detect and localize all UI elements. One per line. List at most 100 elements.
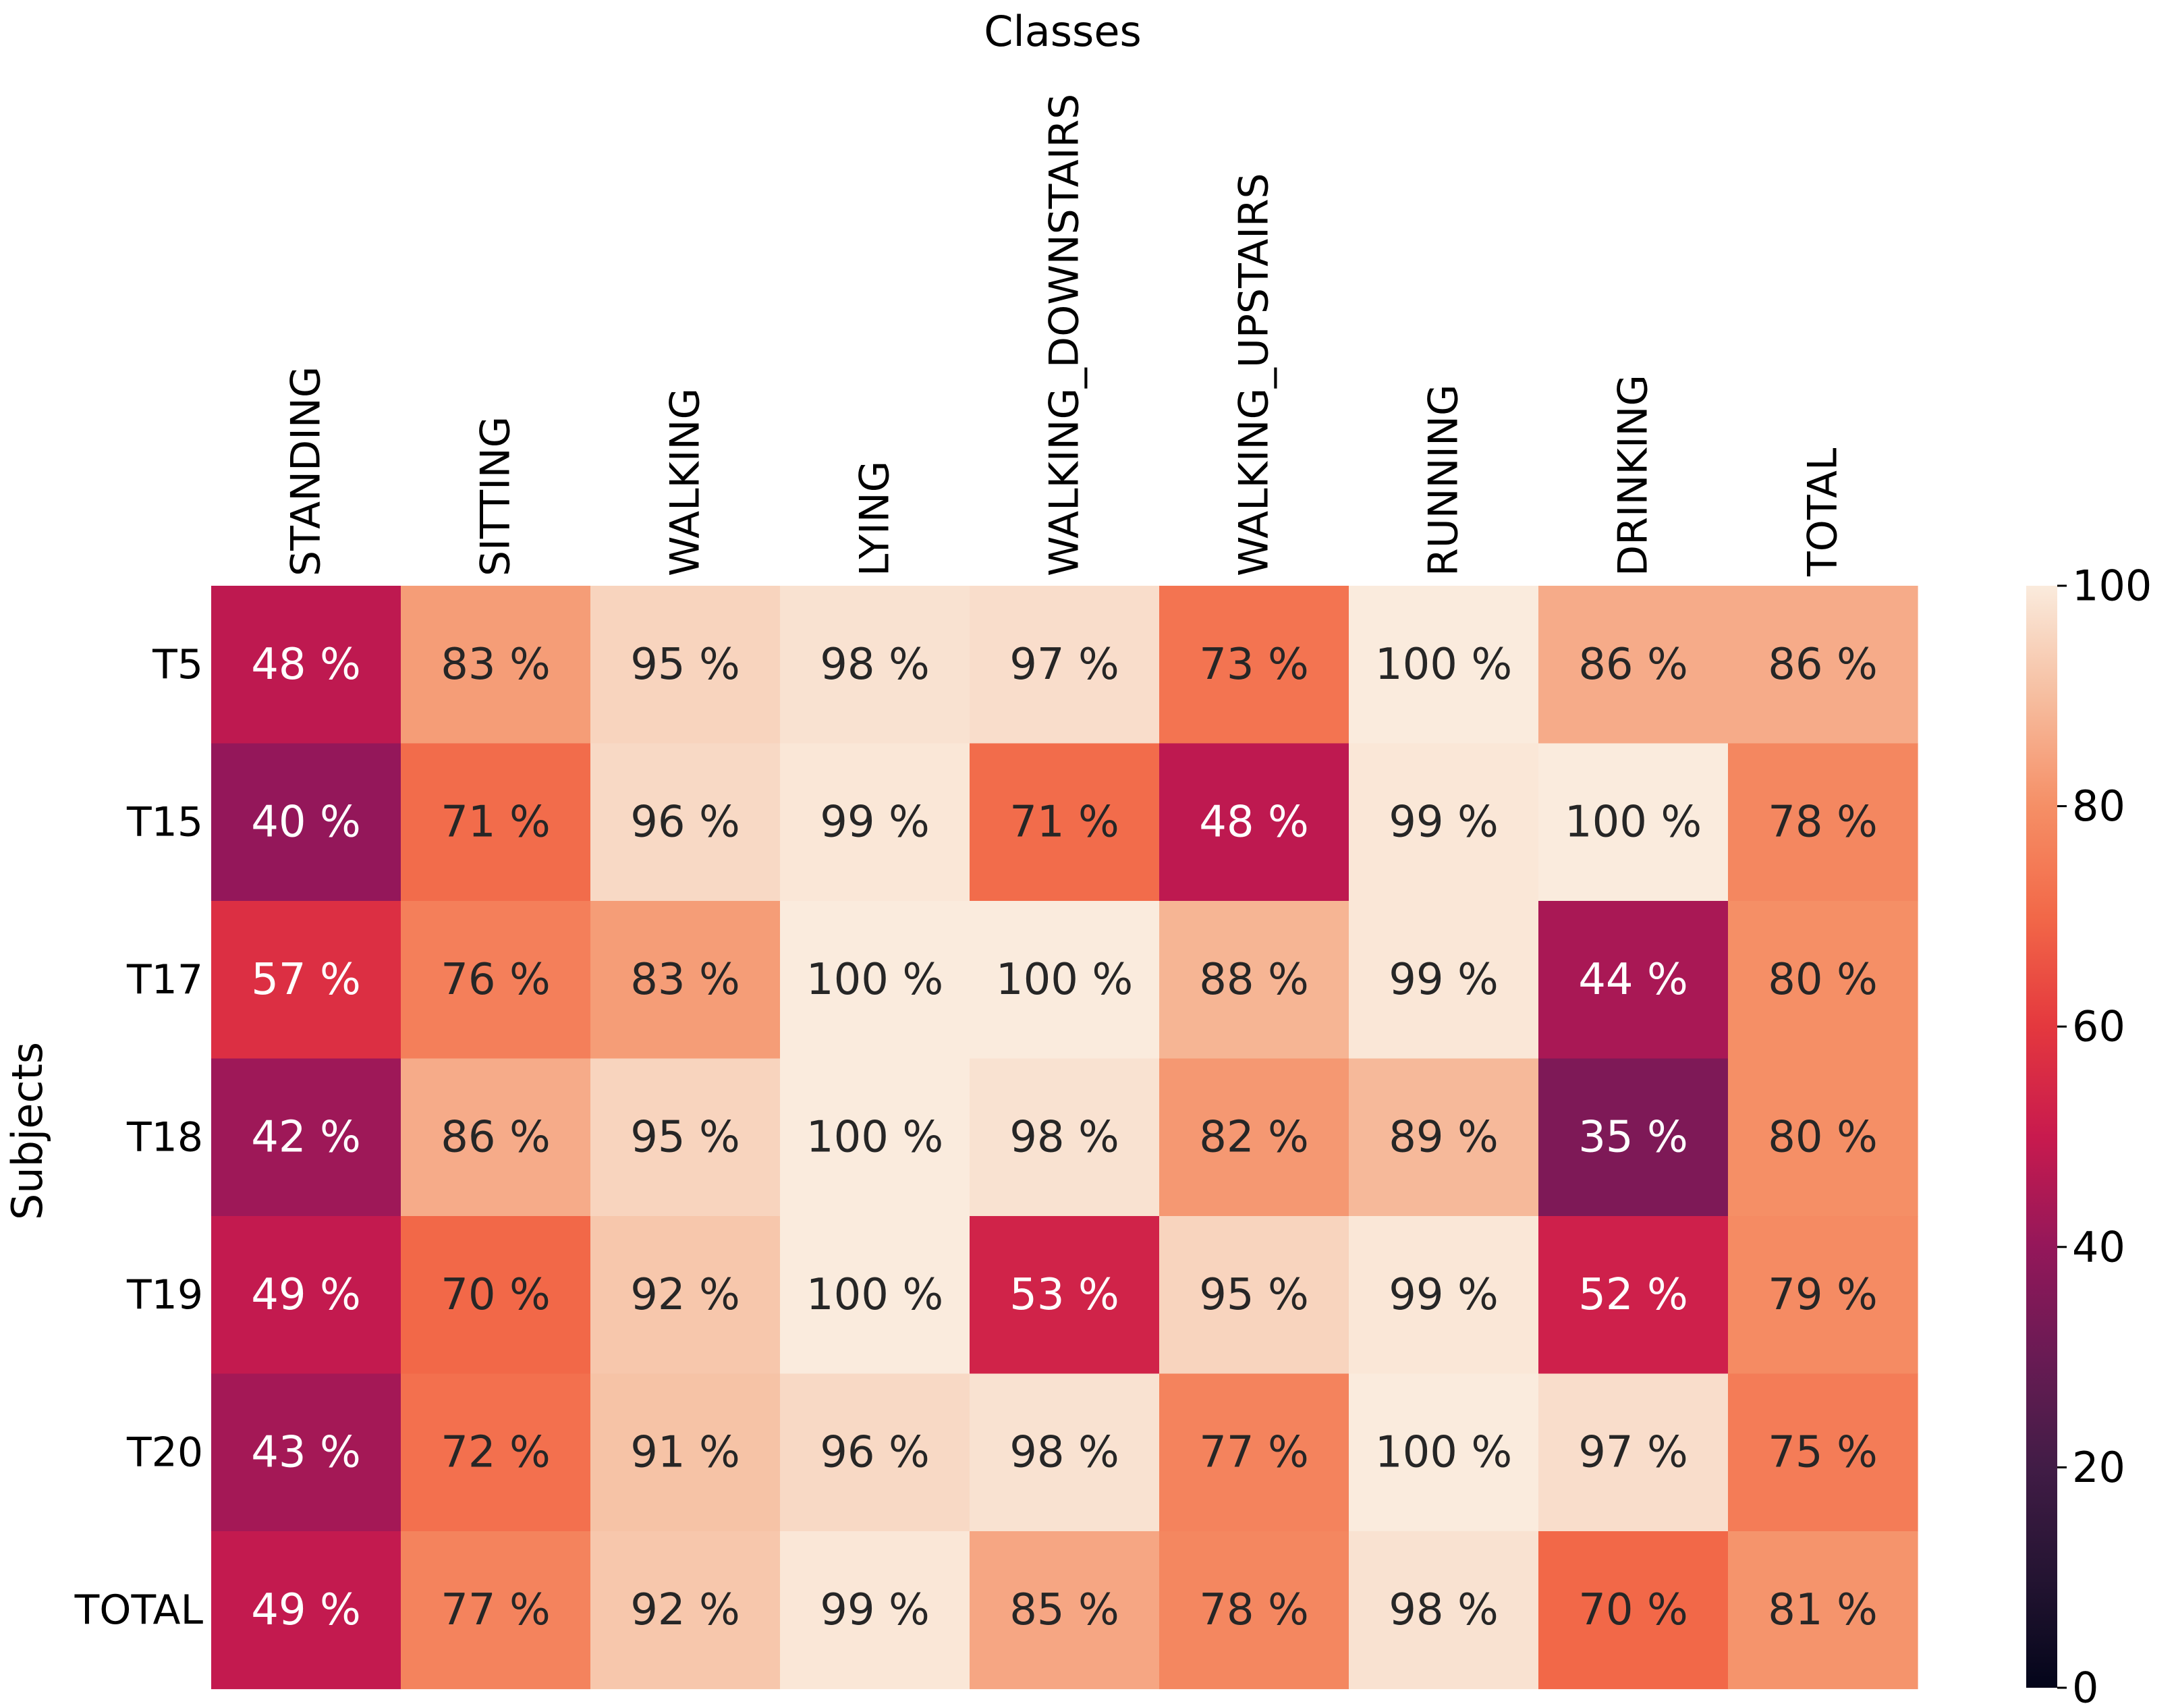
y-tick-label: T19 xyxy=(126,1271,203,1319)
x-tick-label: WALKING_DOWNSTAIRS xyxy=(1041,94,1088,576)
heatmap-cell-label: 83 % xyxy=(441,640,551,690)
heatmap-cell-label: 78 % xyxy=(1768,797,1878,847)
heatmap-cell-label: 49 % xyxy=(251,1270,361,1320)
heatmap-cell-label: 71 % xyxy=(441,797,551,847)
heatmap-cell xyxy=(780,1373,970,1532)
colorbar-ticks: 0 20 40 60 80 100 xyxy=(2057,561,2152,1708)
heatmap-cell xyxy=(970,1216,1160,1375)
heatmap-cell-label: 75 % xyxy=(1768,1427,1878,1477)
heatmap-cell-label: 85 % xyxy=(1009,1585,1119,1635)
heatmap-cell-label: 98 % xyxy=(1389,1585,1499,1635)
y-tick-label: T18 xyxy=(126,1113,203,1161)
heatmap-cell-label: 77 % xyxy=(1199,1427,1309,1477)
heatmap-cell-label: 77 % xyxy=(441,1585,551,1635)
heatmap-cell-label: 78 % xyxy=(1199,1585,1309,1635)
heatmap-cell-label: 99 % xyxy=(1389,955,1499,1005)
heatmap-cell xyxy=(590,586,781,744)
heatmap-cell-label: 91 % xyxy=(630,1427,740,1477)
heatmap-cell xyxy=(211,1373,401,1532)
x-axis-title: Classes xyxy=(984,7,1142,56)
heatmap-cell-label: 92 % xyxy=(630,1270,740,1320)
heatmap-cell xyxy=(590,901,781,1059)
heatmap-cell xyxy=(401,743,591,902)
heatmap-cell-label: 71 % xyxy=(1009,797,1119,847)
heatmap-cell xyxy=(1728,1216,1918,1375)
heatmap-cell-label: 99 % xyxy=(820,797,930,847)
heatmap-cell-label: 86 % xyxy=(1768,640,1878,690)
heatmap-cell xyxy=(1349,1373,1539,1532)
heatmap-cell-label: 99 % xyxy=(1389,797,1499,847)
y-axis-tick-labels: T5 T15 T17 T18 T19 T20 TOTAL xyxy=(74,641,204,1634)
heatmap-cells xyxy=(211,586,1918,1690)
heatmap-cell-label: 80 % xyxy=(1768,1112,1878,1162)
x-tick-label: RUNNING xyxy=(1420,385,1468,576)
heatmap-cell xyxy=(590,743,781,902)
colorbar-tick-label: 20 xyxy=(2072,1443,2125,1492)
x-tick-label: WALKING_UPSTAIRS xyxy=(1231,173,1278,576)
heatmap-cell-label: 57 % xyxy=(251,955,361,1005)
heatmap-cell xyxy=(1538,743,1729,902)
heatmap-cell xyxy=(1538,1058,1729,1217)
heatmap-cell xyxy=(1349,743,1539,902)
heatmap-cell xyxy=(1159,586,1349,744)
x-tick-label: SITTING xyxy=(472,416,520,576)
heatmap-cell-label: 70 % xyxy=(441,1270,551,1320)
heatmap-cell-label: 98 % xyxy=(820,640,930,690)
heatmap-cell xyxy=(1349,586,1539,744)
heatmap-cell xyxy=(1159,1216,1349,1375)
heatmap-cell xyxy=(1159,901,1349,1059)
heatmap-cell-label: 95 % xyxy=(630,640,740,690)
x-tick-label: DRINKING xyxy=(1610,375,1657,576)
heatmap-cell xyxy=(401,1216,591,1375)
heatmap-cell-label: 80 % xyxy=(1768,955,1878,1005)
heatmap-cell-label: 86 % xyxy=(1578,640,1688,690)
heatmap-cell xyxy=(1728,901,1918,1059)
heatmap-cell-label: 76 % xyxy=(441,955,551,1005)
heatmap-cell-label: 43 % xyxy=(251,1427,361,1477)
heatmap-cell xyxy=(1538,1531,1729,1690)
heatmap-cell xyxy=(970,901,1160,1059)
heatmap-cell xyxy=(970,586,1160,744)
y-tick-label: T5 xyxy=(152,641,203,688)
heatmap-cell-label: 52 % xyxy=(1578,1270,1688,1320)
heatmap-cell-label: 79 % xyxy=(1768,1270,1878,1320)
heatmap-cell xyxy=(1349,1216,1539,1375)
heatmap-cell xyxy=(970,1058,1160,1217)
heatmap-cell xyxy=(590,1058,781,1217)
x-tick-label: LYING xyxy=(852,461,899,576)
x-tick-label: STANDING xyxy=(283,366,330,576)
heatmap-cell xyxy=(780,1531,970,1690)
heatmap-cell xyxy=(1538,1373,1729,1532)
heatmap-cell xyxy=(1728,743,1918,902)
heatmap-cell xyxy=(970,743,1160,902)
y-tick-label: T20 xyxy=(126,1429,203,1476)
colorbar-tick-label: 40 xyxy=(2072,1222,2125,1271)
heatmap-cell xyxy=(780,1216,970,1375)
heatmap-cell-label: 96 % xyxy=(820,1427,930,1477)
heatmap-cell-labels: 48 % 83 % 95 % 98 % 97 % 73 % 100 % 86 % 86 % 40 … xyxy=(251,640,1878,1635)
heatmap-cell-label: 70 % xyxy=(1578,1585,1688,1635)
colorbar-tick-label: 100 xyxy=(2072,561,2152,611)
heatmap-cell xyxy=(590,1531,781,1690)
heatmap-cell xyxy=(401,1058,591,1217)
heatmap-cell-label: 97 % xyxy=(1009,640,1119,690)
heatmap-cell-label: 72 % xyxy=(441,1427,551,1477)
heatmap-cell-label: 48 % xyxy=(1199,797,1309,847)
colorbar-tick-label: 80 xyxy=(2072,781,2125,831)
heatmap-cell xyxy=(780,586,970,744)
heatmap-cell xyxy=(780,901,970,1059)
heatmap-cell xyxy=(1728,1531,1918,1690)
heatmap-cell xyxy=(970,1373,1160,1532)
heatmap-cell xyxy=(1159,1373,1349,1532)
y-tick-label: T15 xyxy=(126,798,203,846)
heatmap-cell xyxy=(211,586,401,744)
heatmap-cell-label: 100 % xyxy=(806,1270,943,1320)
heatmap-cell xyxy=(970,1531,1160,1690)
y-axis-title: Subjects xyxy=(3,1042,52,1220)
heatmap-cell xyxy=(590,1373,781,1532)
heatmap-cell-label: 53 % xyxy=(1009,1270,1119,1320)
heatmap-cell-label: 92 % xyxy=(630,1585,740,1635)
heatmap-cell-label: 40 % xyxy=(251,797,361,847)
heatmap-cell-label: 95 % xyxy=(1199,1270,1309,1320)
y-tick-label: T17 xyxy=(126,956,203,1003)
